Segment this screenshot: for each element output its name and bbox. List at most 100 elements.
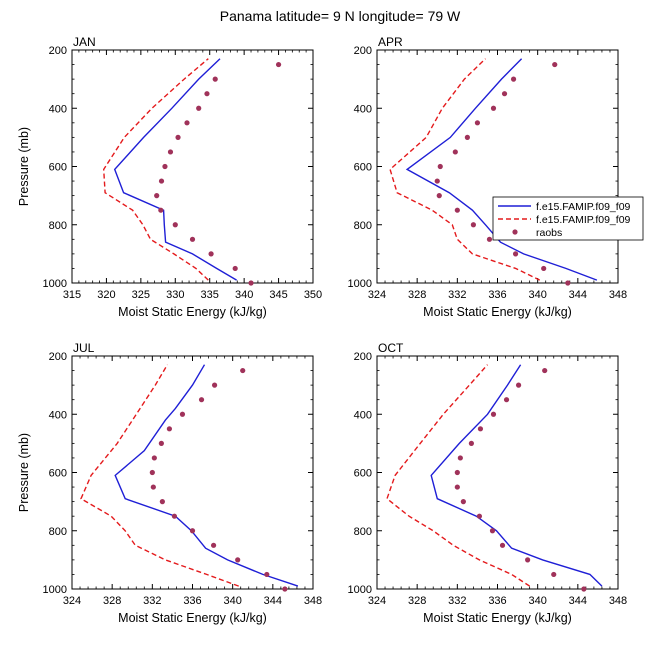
legend-entry-label: f.e15.FAMIP.f09_f09 — [536, 201, 631, 213]
raobs-point — [184, 120, 190, 126]
x-tick-label: 315 — [63, 289, 81, 301]
y-tick-label: 400 — [354, 103, 372, 115]
raobs-point — [210, 542, 217, 548]
x-tick-label: 348 — [304, 595, 322, 607]
y-tick-label: 200 — [49, 45, 67, 57]
legend-entry-label: raobs — [536, 227, 562, 239]
x-tick-label: 324 — [368, 289, 386, 301]
raobs-point — [460, 499, 466, 505]
plot-frame — [71, 49, 314, 284]
raobs-point — [454, 207, 460, 213]
raobs-point — [512, 251, 519, 257]
series-raobs-markers — [434, 61, 571, 286]
raobs-point — [264, 571, 270, 578]
plot-frame — [376, 49, 619, 284]
x-axis-label: Moist Static Energy (kJ/kg) — [118, 305, 267, 319]
y-tick-label: 600 — [354, 468, 372, 480]
raobs-point — [457, 455, 463, 461]
raobs-point — [551, 571, 557, 578]
raobs-point — [490, 105, 497, 111]
panel-title: JUL — [73, 341, 95, 355]
y-tick-label: 200 — [354, 351, 372, 363]
x-axis-label: Moist Static Energy (kJ/kg) — [423, 611, 572, 625]
raobs-point — [189, 236, 196, 242]
panel-apr: 324 328 332 336 340 344 348 200 400 600 800 1000 APR… — [348, 35, 628, 319]
raobs-point — [175, 134, 181, 140]
x-tick-label: 345 — [269, 289, 287, 301]
plot-frame — [376, 355, 619, 590]
legend-entry-label: f.e15.FAMIP.f09_f09 — [536, 214, 631, 226]
legend-marker-raobs — [512, 229, 518, 235]
x-tick-label: 328 — [408, 595, 426, 607]
x-tick-label: 336 — [488, 595, 506, 607]
x-axis-label: Moist Static Energy (kJ/kg) — [423, 305, 572, 319]
raobs-point — [515, 382, 522, 388]
raobs-point — [486, 236, 493, 242]
raobs-point — [248, 280, 254, 286]
series-model-dashed-line — [386, 364, 530, 587]
raobs-point — [510, 76, 517, 82]
y-tick-label: 400 — [49, 103, 67, 115]
raobs-point — [454, 484, 460, 490]
raobs-point — [167, 149, 174, 155]
raobs-point — [452, 149, 458, 155]
raobs-point — [162, 163, 168, 170]
x-tick-label: 348 — [609, 595, 627, 607]
raobs-point — [189, 528, 196, 534]
raobs-point — [489, 528, 496, 534]
raobs-point — [208, 251, 214, 257]
raobs-point — [166, 426, 173, 432]
raobs-point — [434, 178, 440, 184]
y-axis-label: Pressure (mb) — [17, 433, 31, 512]
raobs-point — [232, 265, 238, 272]
panel-title: APR — [378, 35, 403, 49]
x-tick-label: 335 — [201, 289, 219, 301]
x-tick-label: 332 — [143, 595, 161, 607]
y-tick-label: 1000 — [348, 584, 372, 596]
y-tick-label: 400 — [49, 409, 67, 421]
raobs-point — [172, 222, 178, 228]
series-model-dashed-line — [80, 364, 239, 587]
x-tick-label: 328 — [408, 289, 426, 301]
raobs-point — [149, 469, 155, 476]
raobs-point — [437, 163, 443, 170]
figure-title: Panama latitude= 9 N longitude= 79 W — [220, 8, 461, 24]
raobs-point — [171, 513, 178, 519]
y-tick-label: 200 — [49, 351, 67, 363]
y-tick-label: 800 — [354, 220, 372, 232]
x-axis-label: Moist Static Energy (kJ/kg) — [118, 611, 267, 625]
raobs-point — [541, 265, 547, 272]
y-tick-label: 800 — [49, 220, 67, 232]
panel-jan: 315 320 325 330 335 340 345 350 200 400 600 800 1000… — [17, 35, 322, 319]
y-tick-label: 1000 — [43, 278, 67, 290]
y-tick-label: 200 — [354, 45, 372, 57]
y-tick-label: 600 — [354, 162, 372, 174]
raobs-point — [282, 586, 288, 592]
raobs-point — [542, 367, 548, 374]
x-tick-label: 325 — [132, 289, 150, 301]
x-tick-label: 344 — [264, 595, 282, 607]
raobs-point — [464, 134, 470, 140]
raobs-point — [240, 367, 246, 374]
series-model-solid-line — [405, 58, 598, 281]
raobs-point — [490, 411, 497, 417]
series-model-solid-line — [114, 364, 299, 587]
y-tick-label: 800 — [49, 526, 67, 538]
raobs-point — [150, 484, 156, 490]
legend: f.e15.FAMIP.f09_f09f.e15.FAMIP.f09_f09ra… — [492, 196, 644, 241]
raobs-point — [470, 222, 476, 228]
series-model-dashed-line — [389, 58, 541, 281]
raobs-point — [158, 178, 165, 184]
raobs-point — [454, 469, 460, 476]
series-model-solid-line — [430, 364, 603, 587]
raobs-point — [235, 557, 241, 563]
raobs-point — [151, 455, 157, 461]
raobs-point — [581, 586, 587, 592]
legend-box — [492, 196, 644, 241]
x-tick-label: 344 — [569, 289, 587, 301]
x-tick-label: 348 — [609, 289, 627, 301]
x-tick-label: 340 — [528, 595, 546, 607]
raobs-point — [474, 120, 481, 126]
series-raobs-markers — [454, 367, 587, 592]
series-model-dashed-line — [102, 58, 209, 281]
